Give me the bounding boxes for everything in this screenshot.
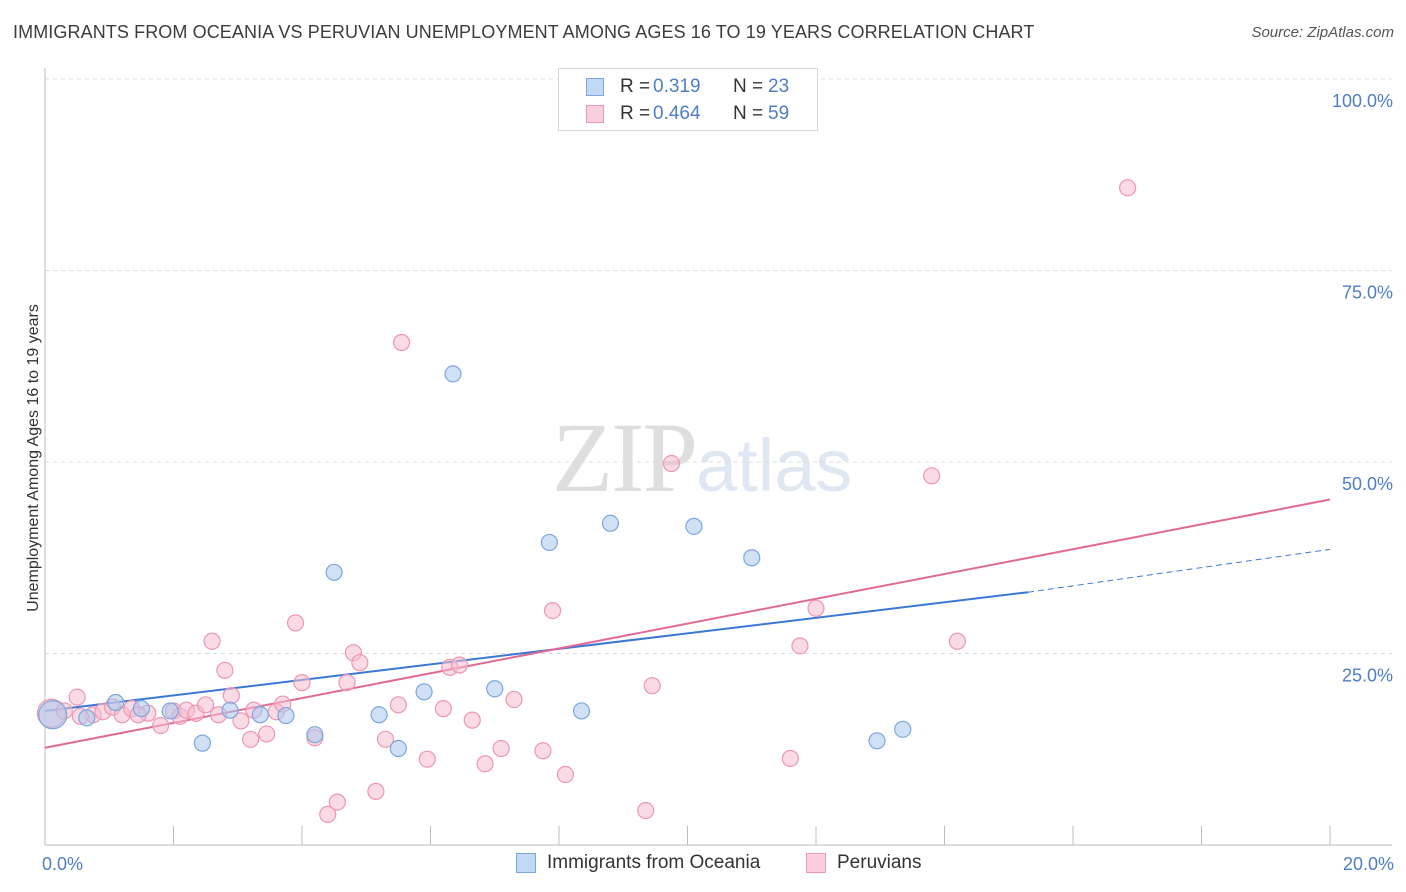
series-swatch-oceania: [516, 853, 536, 873]
peruvian-point: [662, 454, 681, 473]
peruvian-point: [505, 690, 523, 709]
peruvian-point: [1119, 179, 1137, 197]
oceania-point: [389, 739, 407, 758]
series-legend: Immigrants from Oceania Peruvians: [0, 851, 1406, 877]
legend-r-value: 0.464: [653, 103, 701, 124]
legend-r-label: R =: [620, 103, 651, 124]
points-layer: [36, 179, 1137, 823]
peruvian-point: [463, 711, 481, 729]
chart-title: IMMIGRANTS FROM OCEANIA VS PERUVIAN UNEM…: [13, 22, 1035, 42]
oceania-point: [78, 709, 96, 727]
peruvian-point: [338, 674, 356, 692]
peruvian-point: [376, 730, 395, 748]
oceania-point: [894, 720, 912, 738]
series-legend-oceania-label: Immigrants from Oceania: [547, 852, 761, 873]
peruvian-point: [534, 742, 552, 760]
peruvian-point: [791, 637, 809, 655]
oceania-point: [540, 533, 558, 552]
peruvian-point: [556, 765, 575, 784]
correlation-legend: R = 0.319 N = 23 R = 0.464 N = 59: [558, 68, 818, 131]
oceania-point: [306, 726, 324, 744]
peruvian-point: [152, 716, 170, 735]
peruvian-point: [293, 674, 311, 692]
peruvian-point: [492, 739, 510, 758]
peruvian-point: [328, 793, 346, 811]
legend-n-value: 23: [768, 76, 790, 97]
oceania-point: [601, 514, 620, 532]
peruvian-point: [643, 677, 661, 695]
oceania-point: [370, 706, 388, 724]
oceania-point: [685, 517, 703, 535]
watermark-atlas: atlas: [696, 424, 853, 507]
oceania-point: [251, 706, 269, 724]
oceania-point: [277, 706, 295, 725]
peruvian-point: [367, 782, 385, 800]
y-tick-label: 75.0%: [1342, 283, 1393, 303]
oceania-point: [325, 563, 343, 581]
peruvian-point: [923, 467, 941, 485]
peruvian-point: [216, 661, 234, 679]
y-tick-label: 25.0%: [1342, 666, 1393, 686]
series-swatch-peruvians: [806, 853, 826, 873]
peruvian-point: [543, 602, 562, 620]
x-tick-label: 0.0%: [42, 854, 83, 874]
oceania-point: [415, 683, 433, 701]
oceania-point: [107, 693, 125, 712]
legend-n-label: N =: [733, 103, 764, 124]
peruvian-point: [319, 805, 337, 823]
peruvian-point: [197, 696, 215, 714]
oceania-point: [38, 700, 68, 730]
peruvian-point: [286, 614, 305, 632]
grid-layer: [45, 78, 1392, 654]
peruvian-point: [351, 654, 369, 672]
y-axis-label: Unemployment Among Ages 16 to 19 years: [25, 304, 42, 612]
watermark: ZIPatlas: [552, 400, 852, 515]
legend-r-label: R =: [620, 76, 651, 97]
peruvian-point: [948, 632, 966, 650]
legend-r-value: 0.319: [653, 76, 701, 97]
oceania-point: [444, 365, 462, 383]
oceania-point: [221, 701, 239, 719]
peruvian-point: [418, 750, 436, 768]
peruvian-point: [781, 749, 799, 768]
series-legend-peruvians-label: Peruvians: [837, 852, 922, 873]
peruvian-point: [203, 632, 221, 650]
oceania-point: [193, 734, 212, 752]
peruvian-point: [222, 687, 240, 705]
oceania-point: [486, 680, 504, 698]
oceania-trend-line: [44, 591, 1029, 712]
legend-n-value: 59: [768, 103, 790, 124]
peruvian-point: [242, 730, 260, 748]
peruvian-point: [807, 599, 825, 617]
peruvian-point: [476, 755, 494, 773]
x-tick-label: 20.0%: [1343, 854, 1394, 874]
legend-swatch-oceania: [586, 78, 604, 96]
label-layer: 25.0% 50.0% 75.0% 100.0% 0.0% 20.0% Unemployme…: [25, 91, 1394, 874]
peruvian-point: [258, 725, 276, 743]
source-label: Source: ZipAtlas.com: [1251, 24, 1394, 41]
oceania-point: [132, 700, 150, 718]
peruvian-point: [434, 700, 452, 718]
y-tick-label: 50.0%: [1342, 474, 1393, 494]
oceania-point: [743, 549, 761, 567]
y-tick-label: 100.0%: [1332, 91, 1393, 111]
legend-swatch-peruvians: [586, 105, 604, 123]
peruvian-point: [389, 696, 407, 714]
peruvian-point: [450, 656, 469, 674]
axis-layer: [44, 68, 1392, 846]
oceania-point: [161, 702, 179, 720]
oceania-point: [572, 702, 591, 720]
peruvian-point: [637, 801, 655, 820]
oceania-point: [868, 732, 886, 750]
peruvian-point: [392, 333, 411, 352]
legend-n-label: N =: [733, 76, 764, 97]
peruvian-point: [68, 688, 86, 706]
peruvian-point: [232, 712, 250, 730]
oceania-trend-extension: [1027, 548, 1331, 593]
